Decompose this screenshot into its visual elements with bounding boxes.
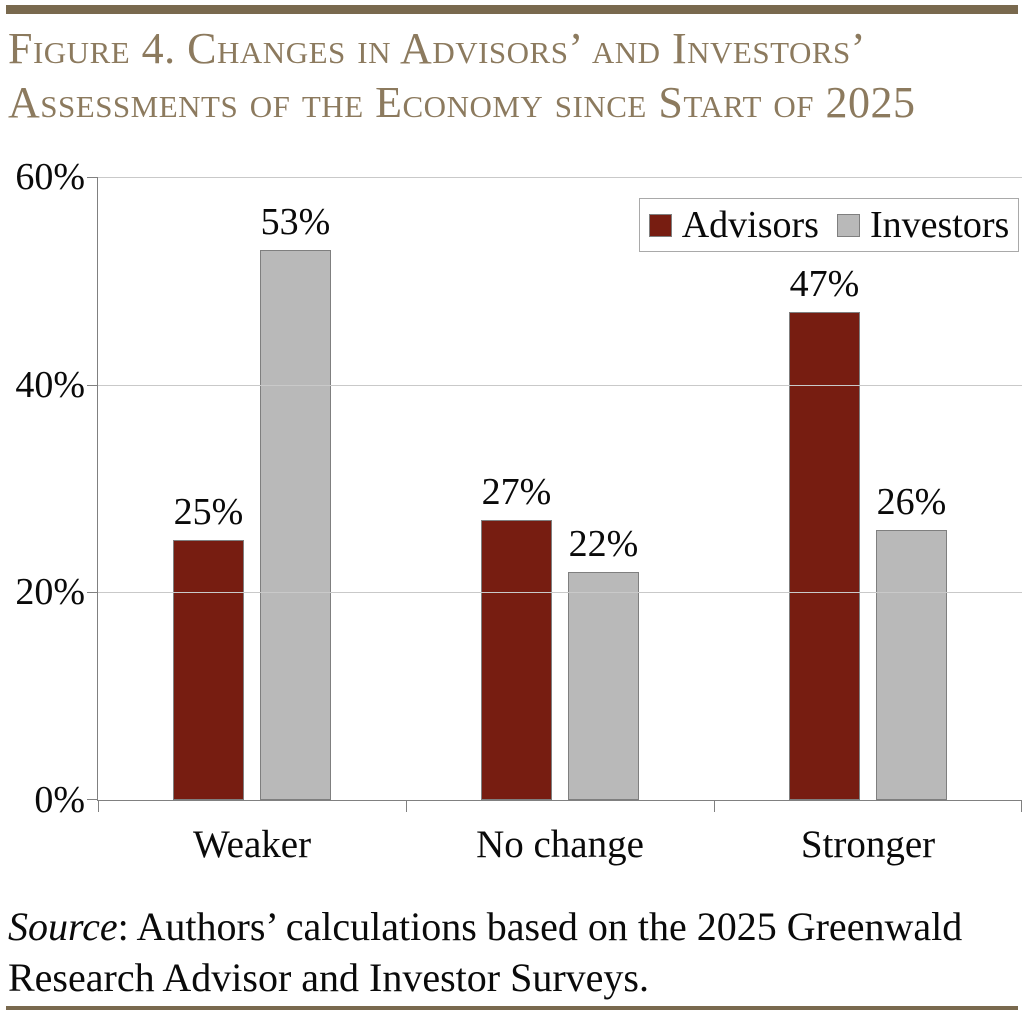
source-note: Source: Authors’ calculations based on t… — [8, 901, 1020, 1003]
legend-swatch-advisors — [648, 213, 672, 237]
category-label-stronger: Stronger — [800, 823, 936, 866]
title-line-1: Figure 4. Changes in Advisors’ and Inves… — [8, 24, 866, 73]
bar-value-label-investors-weaker: 53% — [260, 201, 331, 243]
bar-value-label-advisors-stronger: 47% — [789, 263, 860, 305]
gridline-60 — [98, 177, 1022, 178]
y-tick-0 — [87, 799, 98, 800]
legend: Advisors Investors — [639, 198, 1019, 252]
bar-chart: Stronger 26% 47% No change 22% 27% Weaker 53% 25… — [15, 158, 1022, 866]
y-tick-40 — [87, 385, 98, 386]
x-tick-2 — [714, 800, 715, 812]
legend-label-investors: Investors — [869, 204, 1010, 246]
source-line-1: Source: Authors’ calculations based on t… — [8, 901, 1020, 952]
title-line-2: Assessments of the Economy since Start o… — [8, 78, 916, 127]
y-axis-label-40: 40% — [15, 364, 85, 406]
gridline-20 — [98, 592, 1022, 593]
legend-label-advisors: Advisors — [681, 204, 819, 246]
y-axis-label-20: 20% — [15, 571, 85, 613]
legend-swatch-investors — [836, 213, 860, 237]
legend-item-investors: Investors — [836, 203, 1010, 247]
bar-advisors-no-change — [481, 520, 552, 800]
x-tick-1 — [406, 800, 407, 812]
source-line-1-rest: Authors’ calculations based on the 2025 … — [128, 904, 963, 949]
bar-investors-stronger — [876, 530, 947, 800]
x-tick-3 — [1021, 800, 1022, 812]
bar-investors-no-change — [568, 572, 639, 800]
source-label: Source — [8, 904, 118, 949]
bar-advisors-weaker — [173, 540, 244, 800]
source-separator: : — [117, 904, 129, 949]
figure-title: Figure 4. Changes in Advisors’ and Inves… — [8, 22, 1018, 130]
y-tick-60 — [87, 177, 98, 178]
bar-advisors-stronger — [789, 312, 860, 800]
bar-value-label-advisors-no-change: 27% — [481, 471, 552, 513]
legend-item-advisors: Advisors — [648, 203, 819, 247]
y-axis-label-60: 60% — [15, 156, 85, 198]
top-rule — [6, 5, 1018, 14]
category-label-no-change: No change — [476, 823, 644, 866]
bar-value-label-advisors-weaker: 25% — [173, 491, 244, 533]
y-axis-label-0: 0% — [34, 779, 85, 821]
bar-investors-weaker — [260, 250, 331, 800]
bar-value-label-investors-no-change: 22% — [568, 523, 639, 565]
category-label-weaker: Weaker — [192, 823, 312, 866]
bottom-rule — [6, 1006, 1018, 1010]
bar-value-label-investors-stronger: 26% — [876, 481, 947, 523]
y-tick-20 — [87, 592, 98, 593]
source-line-2: Research Advisor and Investor Surveys. — [8, 955, 649, 1000]
gridline-40 — [98, 385, 1022, 386]
x-tick-0 — [98, 800, 99, 812]
plot-area: Stronger 26% 47% No change 22% 27% Weaker 53% 25… — [15, 158, 1022, 866]
